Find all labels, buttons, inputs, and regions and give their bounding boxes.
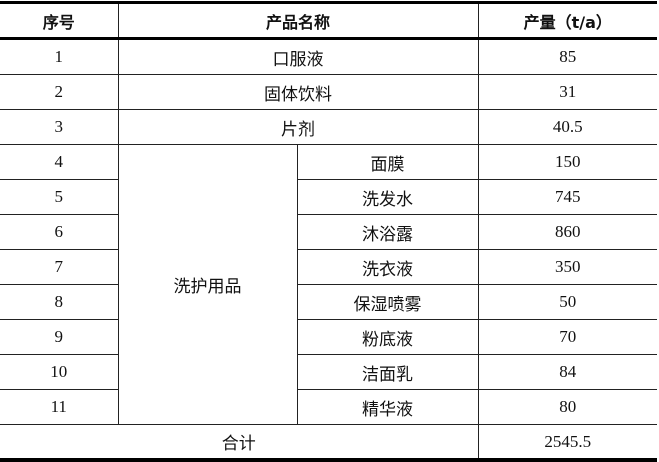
output-value: 150 <box>477 144 657 180</box>
table-row: 5 洗发水 745 <box>0 179 657 215</box>
row-number: 3 <box>0 109 119 145</box>
product-name: 粉底液 <box>296 319 479 355</box>
header-name: 产品名称 <box>117 1 479 40</box>
total-value: 2545.5 <box>477 424 657 462</box>
row-number: 9 <box>0 319 119 355</box>
product-name: 精华液 <box>296 389 479 425</box>
table-row: 1 口服液 85 <box>0 38 657 75</box>
output-value: 84 <box>477 354 657 390</box>
output-value: 40.5 <box>477 109 657 145</box>
product-name: 洗发水 <box>296 179 479 215</box>
product-name: 保湿喷雾 <box>296 284 479 320</box>
row-number: 1 <box>0 38 119 75</box>
table-row: 10 洁面乳 84 <box>0 354 657 390</box>
product-name: 沐浴露 <box>296 214 479 250</box>
table-row: 2 固体饮料 31 <box>0 74 657 110</box>
table-row: 11 精华液 80 <box>0 389 657 425</box>
table-row: 7 洗衣液 350 <box>0 249 657 285</box>
output-value: 350 <box>477 249 657 285</box>
product-name: 洗衣液 <box>296 249 479 285</box>
total-label: 合计 <box>0 424 479 462</box>
table-row: 8 保湿喷雾 50 <box>0 284 657 320</box>
total-row: 合计 2545.5 <box>0 424 657 462</box>
row-number: 8 <box>0 284 119 320</box>
output-value: 50 <box>477 284 657 320</box>
product-name: 片剂 <box>117 109 479 145</box>
row-number: 6 <box>0 214 119 250</box>
row-number: 7 <box>0 249 119 285</box>
output-value: 31 <box>477 74 657 110</box>
table-row: 6 沐浴露 860 <box>0 214 657 250</box>
header-output: 产量（t/a） <box>477 1 657 40</box>
row-number: 5 <box>0 179 119 215</box>
row-number: 10 <box>0 354 119 390</box>
row-number: 2 <box>0 74 119 110</box>
output-value: 70 <box>477 319 657 355</box>
product-name: 面膜 <box>296 144 479 180</box>
row-number: 4 <box>0 144 119 180</box>
output-value: 745 <box>477 179 657 215</box>
row-number: 11 <box>0 389 119 425</box>
table-row: 4 洗护用品 面膜 150 <box>0 144 657 425</box>
table-row: 9 粉底液 70 <box>0 319 657 355</box>
product-name: 口服液 <box>117 38 479 75</box>
product-name: 洁面乳 <box>296 354 479 390</box>
output-value: 85 <box>477 38 657 75</box>
product-name: 固体饮料 <box>117 74 479 110</box>
table-row: 3 片剂 40.5 <box>0 109 657 145</box>
product-category: 洗护用品 <box>117 144 298 425</box>
header-row: 序号 产品名称 产量（t/a） <box>0 1 657 40</box>
output-value: 860 <box>477 214 657 250</box>
header-no: 序号 <box>0 1 119 40</box>
output-value: 80 <box>477 389 657 425</box>
